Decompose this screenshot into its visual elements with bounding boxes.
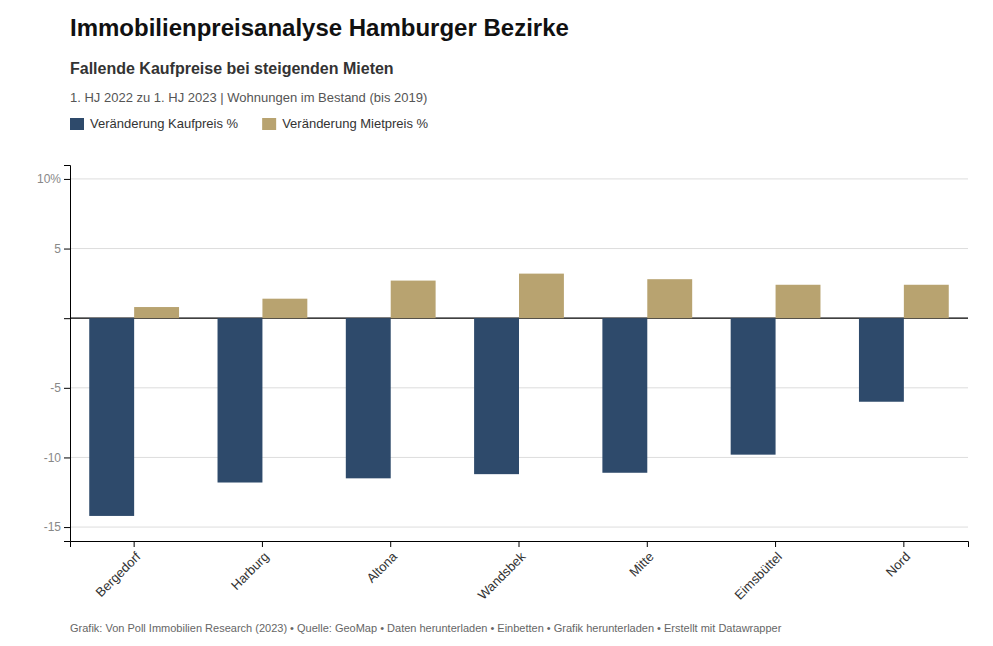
bar	[218, 318, 263, 482]
legend-label: Veränderung Kaufpreis %	[90, 116, 239, 131]
subtitle: Fallende Kaufpreise bei steigenden Miete…	[70, 60, 394, 77]
y-tick-mark	[64, 388, 70, 389]
x-tick-mark	[647, 541, 648, 547]
legend-swatch	[70, 118, 84, 130]
legend-item: Veränderung Mietpreis %	[262, 116, 428, 131]
y-tick-mark	[64, 179, 70, 180]
bar	[262, 299, 307, 318]
bar	[647, 279, 692, 318]
y-tick-label: -5	[50, 381, 61, 395]
y-tick-label: -15	[44, 520, 62, 534]
x-tick-label: Harburg	[228, 549, 272, 593]
x-tick: Altona	[363, 541, 400, 586]
grid-line	[70, 178, 968, 179]
y-tick-mark	[64, 318, 70, 319]
x-tick: Wandsbek	[475, 541, 529, 603]
x-tick-label: Nord	[883, 549, 914, 580]
grid	[70, 179, 968, 527]
y-tick: 5	[54, 242, 70, 256]
bars	[89, 274, 949, 516]
y-tick: -5	[50, 381, 70, 395]
x-tick-mark	[390, 541, 391, 547]
bar	[134, 307, 179, 318]
bar	[391, 281, 436, 319]
bar	[859, 318, 904, 402]
x-tick-mark	[775, 541, 776, 547]
x-tick-label: Wandsbek	[475, 549, 529, 603]
grid-line	[70, 248, 968, 249]
bar	[346, 318, 391, 478]
x-tick-mark	[134, 541, 135, 547]
x-axis-line	[71, 542, 969, 548]
legend-swatch	[262, 118, 276, 130]
bar	[89, 318, 134, 516]
legend: Veränderung Kaufpreis % Veränderung Mietp…	[70, 116, 429, 131]
y-tick-mark	[64, 249, 70, 250]
footer: Grafik: Von Poll Immobilien Research (20…	[70, 622, 782, 634]
x-tick: Bergedorf	[93, 541, 144, 600]
y-tick-label: 10%	[37, 172, 61, 186]
grid-line	[70, 527, 968, 528]
x-tick-label: Bergedorf	[93, 549, 144, 600]
x-tick-mark	[903, 541, 904, 547]
bar	[731, 318, 776, 454]
y-axis: -15 -10 -5 5 10%	[37, 166, 71, 542]
x-tick-mark	[262, 541, 263, 547]
y-tick-mark	[64, 457, 70, 458]
x-tick-label: Eimsbüttel	[731, 549, 785, 603]
bar	[474, 318, 519, 474]
x-tick: Harburg	[228, 541, 272, 593]
legend-label: Veränderung Mietpreis %	[282, 116, 428, 131]
x-tick-label: Altona	[363, 548, 400, 585]
y-tick-label: 5	[54, 242, 61, 256]
y-tick: -10	[44, 451, 70, 465]
info-line: 1. HJ 2022 zu 1. HJ 2023 | Wohnungen im …	[70, 90, 427, 105]
x-axis: Bergedorf Harburg Altona Wandsbek Mitte Eimsb…	[71, 541, 969, 603]
plot: -15 -10 -5 5 10% Bergedorf Harburg Altona Wandsb…	[37, 166, 969, 603]
y-tick	[64, 318, 70, 319]
legend-item: Veränderung Kaufpreis %	[70, 116, 239, 131]
title: Immobilienpreisanalyse Hamburger Bezirke	[70, 14, 569, 41]
bar	[776, 285, 821, 318]
y-tick-mark	[64, 527, 70, 528]
y-axis-line	[64, 166, 71, 542]
x-tick: Eimsbüttel	[731, 541, 785, 603]
y-tick-label: -10	[44, 451, 62, 465]
x-tick-label: Mitte	[626, 549, 657, 580]
chart: Immobilienpreisanalyse Hamburger Bezirke…	[0, 0, 993, 646]
x-tick: Mitte	[626, 541, 657, 580]
y-tick: -15	[44, 520, 70, 534]
bar	[904, 285, 949, 318]
x-tick: Nord	[883, 541, 914, 580]
bar-series	[89, 318, 904, 516]
bar-series	[134, 274, 949, 319]
bar	[519, 274, 564, 319]
bar	[602, 318, 647, 473]
x-tick-mark	[519, 541, 520, 547]
y-tick: 10%	[37, 172, 70, 186]
